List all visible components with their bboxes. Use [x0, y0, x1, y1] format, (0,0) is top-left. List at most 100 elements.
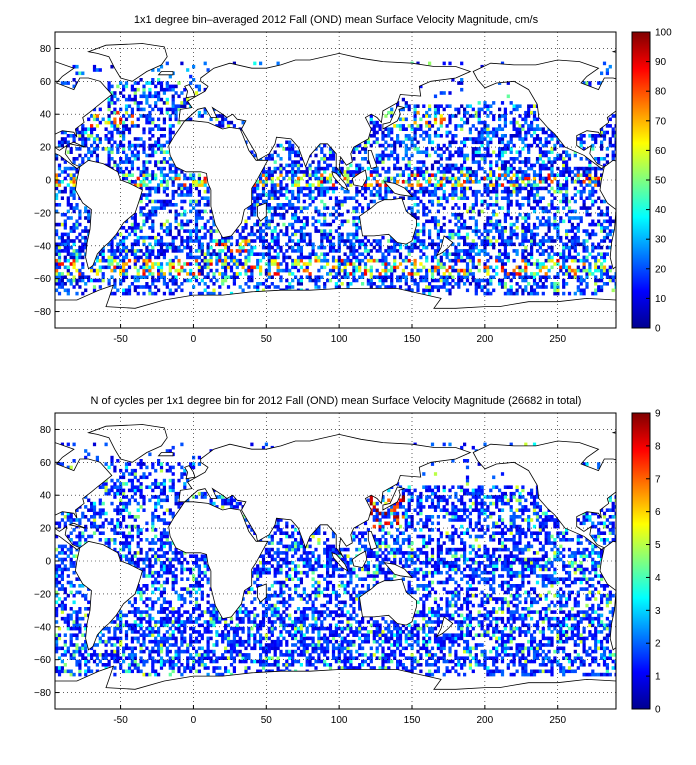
data-cell — [428, 220, 431, 224]
data-cell — [393, 262, 396, 266]
data-cell — [125, 229, 128, 233]
data-cell — [408, 272, 411, 276]
data-cell — [329, 239, 332, 243]
data-cell — [434, 269, 437, 273]
data-cell — [565, 236, 568, 240]
data-cell — [221, 118, 224, 122]
data-cell — [428, 127, 431, 131]
data-cell — [583, 200, 586, 204]
data-cell — [169, 118, 172, 122]
data-cell — [230, 269, 233, 273]
data-cell — [300, 249, 303, 253]
data-cell — [402, 118, 405, 122]
data-cell — [463, 196, 466, 200]
data-cell — [81, 236, 84, 240]
data-cell — [387, 239, 390, 243]
data-cell — [93, 141, 96, 145]
data-cell — [134, 249, 137, 253]
data-cell — [527, 108, 530, 112]
data-cell — [128, 127, 131, 131]
data-cell — [125, 118, 128, 122]
data-cell — [390, 154, 393, 158]
data-cell — [498, 127, 501, 131]
data-cell — [134, 98, 137, 102]
data-cell — [122, 272, 125, 276]
data-cell — [87, 150, 90, 154]
data-cell — [279, 246, 282, 250]
data-cell — [110, 150, 113, 154]
data-cell — [113, 259, 116, 263]
data-cell — [428, 121, 431, 125]
data-cell — [294, 154, 297, 158]
data-cell — [472, 137, 475, 141]
data-cell — [405, 164, 408, 168]
data-cell — [384, 170, 387, 174]
data-cell — [431, 147, 434, 151]
data-cell — [583, 167, 586, 171]
data-cell — [451, 666, 454, 670]
data-cell — [416, 170, 419, 174]
data-cell — [425, 259, 428, 263]
data-cell — [571, 223, 574, 227]
data-cell — [172, 131, 175, 135]
data-cell — [376, 249, 379, 253]
data-cell — [585, 173, 588, 177]
data-cell — [239, 285, 242, 289]
y-tick-label: −60 — [34, 274, 51, 285]
data-cell — [606, 272, 609, 276]
data-cell — [87, 670, 90, 674]
data-cell — [498, 233, 501, 237]
data-cell — [428, 243, 431, 247]
data-cell — [177, 262, 180, 266]
data-cell — [221, 282, 224, 286]
data-cell — [434, 285, 437, 289]
data-cell — [440, 226, 443, 230]
data-cell — [268, 223, 271, 227]
data-cell — [96, 279, 99, 283]
data-cell — [64, 670, 67, 674]
data-cell — [67, 196, 70, 200]
data-cell — [361, 206, 364, 210]
data-cell — [291, 279, 294, 283]
data-cell — [75, 282, 78, 286]
data-cell — [332, 246, 335, 250]
data-cell — [154, 173, 157, 177]
data-cell — [419, 170, 422, 174]
data-cell — [381, 134, 384, 138]
data-cell — [507, 666, 510, 670]
data-cell — [110, 269, 113, 273]
data-cell — [125, 127, 128, 131]
data-cell — [75, 65, 78, 69]
data-cell — [160, 180, 163, 184]
data-cell — [399, 252, 402, 256]
data-cell — [498, 108, 501, 112]
data-cell — [73, 259, 76, 263]
data-cell — [571, 196, 574, 200]
data-cell — [545, 206, 548, 210]
data-cell — [393, 256, 396, 260]
data-cell — [300, 236, 303, 240]
data-cell — [148, 121, 151, 125]
data-cell — [113, 91, 116, 95]
data-cell — [495, 203, 498, 207]
data-cell — [169, 269, 172, 273]
data-cell — [588, 193, 591, 197]
data-cell — [236, 266, 239, 270]
data-cell — [175, 173, 178, 177]
data-cell — [189, 193, 192, 197]
data-cell — [215, 239, 218, 243]
data-cell — [134, 223, 137, 227]
data-cell — [131, 85, 134, 89]
data-cell — [262, 666, 265, 670]
data-cell — [262, 239, 265, 243]
data-cell — [215, 252, 218, 256]
data-cell — [145, 196, 148, 200]
data-cell — [113, 282, 116, 286]
data-cell — [501, 206, 504, 210]
data-cell — [580, 663, 583, 667]
data-cell — [320, 157, 323, 161]
data-cell — [536, 144, 539, 148]
data-cell — [169, 266, 172, 270]
data-cell — [588, 170, 591, 174]
data-cell — [142, 95, 145, 99]
